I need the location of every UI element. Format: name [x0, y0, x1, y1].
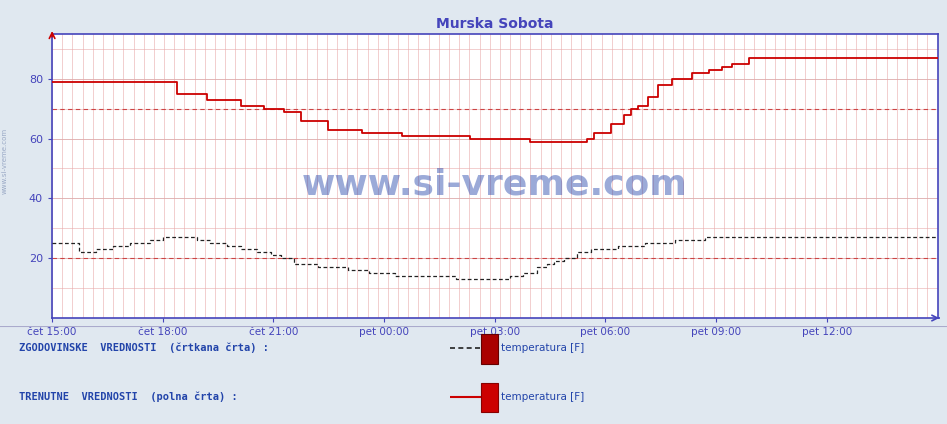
Text: temperatura [F]: temperatura [F] — [502, 343, 584, 353]
Text: www.si-vreme.com: www.si-vreme.com — [2, 128, 8, 194]
FancyBboxPatch shape — [480, 383, 498, 412]
FancyBboxPatch shape — [480, 334, 498, 363]
Title: Murska Sobota: Murska Sobota — [436, 17, 554, 31]
Text: temperatura [F]: temperatura [F] — [502, 392, 584, 402]
Text: www.si-vreme.com: www.si-vreme.com — [302, 167, 688, 201]
Text: TRENUTNE  VREDNOSTI  (polna črta) :: TRENUTNE VREDNOSTI (polna črta) : — [19, 391, 238, 402]
Text: ZGODOVINSKE  VREDNOSTI  (črtkana črta) :: ZGODOVINSKE VREDNOSTI (črtkana črta) : — [19, 343, 269, 353]
